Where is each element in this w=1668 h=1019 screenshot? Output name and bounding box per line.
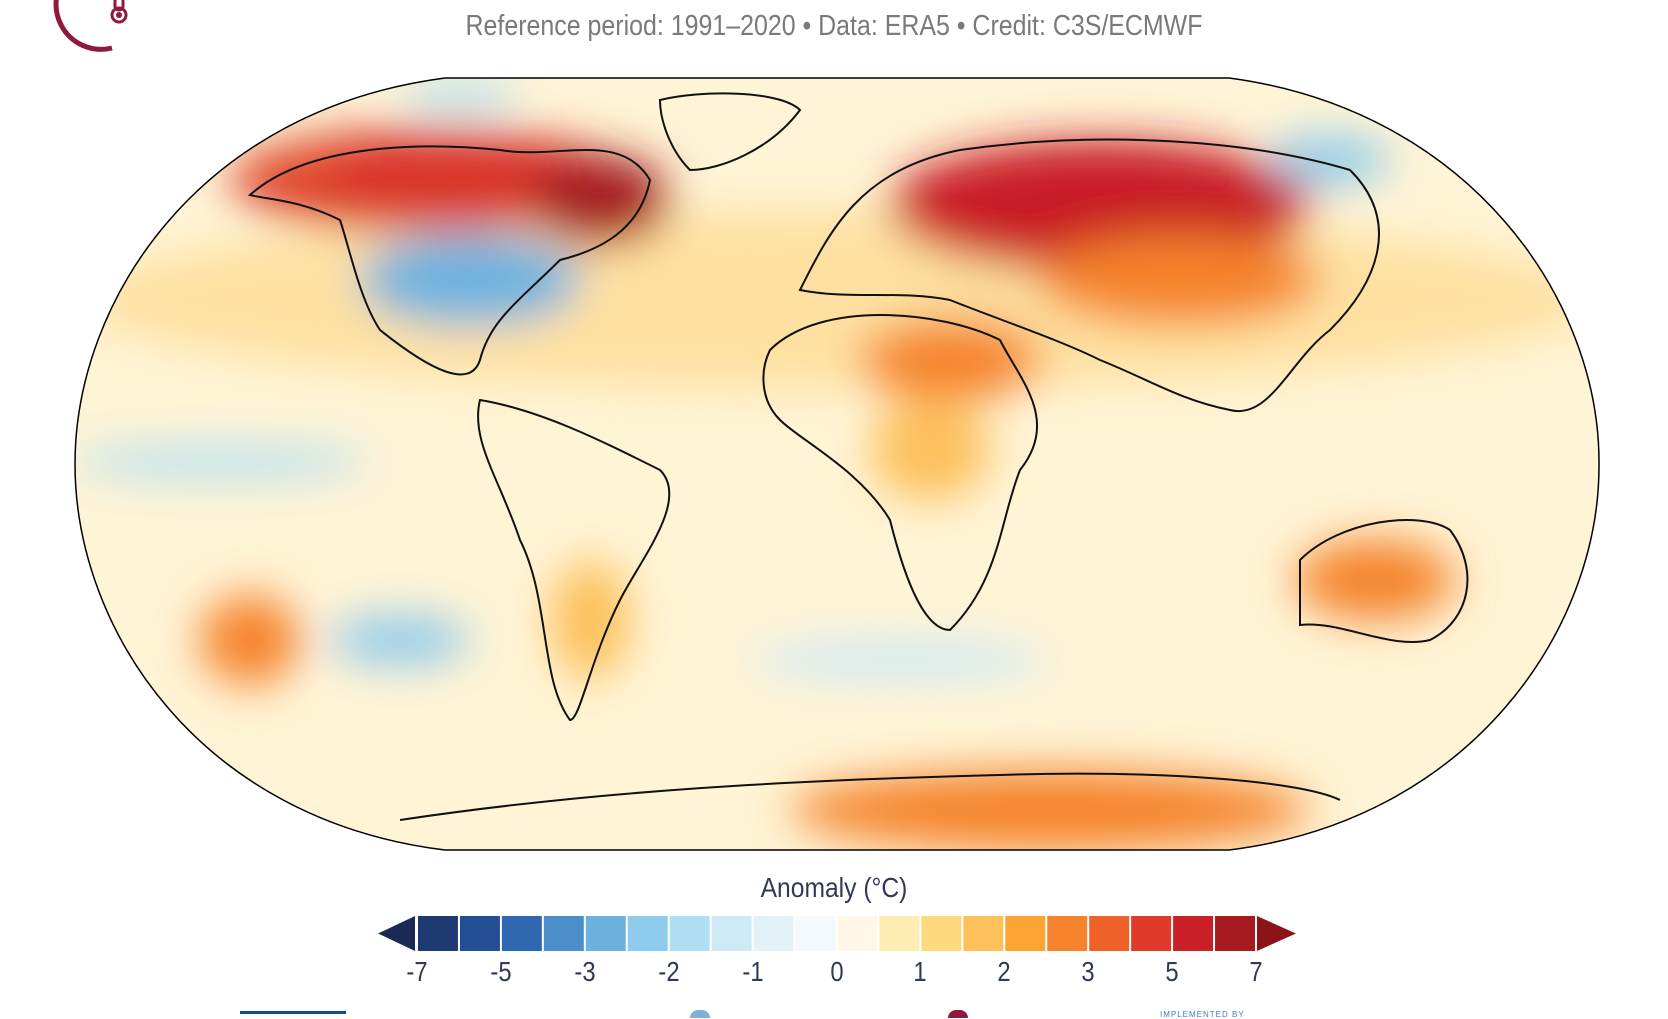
colorbar-tick-label: -2: [658, 956, 680, 987]
implemented-by-label: IMPLEMENTED BY: [1160, 1010, 1245, 1019]
region-east-siberia-cold: [1270, 135, 1390, 185]
colorbar-segment: [669, 916, 710, 951]
colorbar-tick-label: 1: [913, 956, 928, 987]
footer-logo-ecmwf: [690, 1010, 710, 1018]
region-equatorial-cold: [75, 446, 370, 478]
colorbar-segment: [418, 916, 458, 951]
colorbar-segment: [585, 916, 626, 951]
colorbar-segment: [837, 916, 878, 951]
anomaly-map: [74, 77, 1600, 851]
colorbar-segment: [501, 916, 542, 951]
colorbar-segment: [963, 916, 1004, 951]
region-africa: [870, 400, 990, 500]
region-south-pacific-warm: [200, 595, 300, 685]
colorbar-max-arrow: [1257, 916, 1296, 951]
footer-logo-copernicus: [240, 1011, 346, 1014]
colorbar-tick-label: 5: [1165, 956, 1179, 987]
region-central-asia: [1040, 235, 1320, 325]
colorbar-segment: [795, 916, 836, 951]
thermometer-logo-icon: [53, 0, 128, 52]
colorbar-segment: [921, 916, 962, 951]
colorbar-segment: [1131, 916, 1172, 951]
colorbar-tick-label: 7: [1249, 956, 1263, 987]
region-warm-band-north: [77, 210, 1597, 390]
colorbar-tick-label: -1: [742, 956, 764, 987]
colorbar-tick-label: 0: [829, 956, 844, 987]
colorbar-segment: [711, 916, 752, 951]
colorbar-segment: [1089, 916, 1130, 951]
colorbar-segment: [1215, 916, 1255, 951]
region-arctic-cold: [400, 80, 520, 110]
coastlines: [247, 92, 1469, 821]
region-south-america: [550, 560, 630, 680]
colorbar-segment: [543, 916, 584, 951]
colorbar-segment: [1173, 916, 1214, 951]
colorbar-tick-label: -5: [490, 956, 512, 987]
region-hudson: [530, 155, 670, 245]
colorbar-segment: [627, 916, 668, 951]
region-us-cold: [360, 235, 580, 325]
map-frame: [74, 77, 1600, 851]
region-antarctica: [790, 770, 1310, 850]
colorbar-segment: [753, 916, 794, 951]
colorbar-tick-label: 2: [997, 956, 1011, 987]
colorbar-segment: [1047, 916, 1088, 951]
colorbar-segment: [1005, 916, 1046, 951]
region-alaska: [250, 150, 350, 200]
region-southern-ocean-cold: [750, 640, 1050, 680]
colorbar-tick-label: -7: [406, 956, 428, 987]
colorbar-tick-label: 3: [1081, 956, 1095, 987]
colorbar-segment: [459, 916, 500, 951]
region-sahara: [860, 320, 1040, 400]
colorbar-tick-label: -3: [574, 956, 596, 987]
footer-logo-c3s: [948, 1010, 968, 1018]
colorbar-title: Anomaly (°C): [760, 872, 908, 903]
region-australia: [1295, 540, 1455, 620]
colorbar-min-arrow: [378, 916, 415, 951]
region-pacific-cold: [330, 615, 470, 665]
subtitle: Reference period: 1991–2020 • Data: ERA5…: [465, 10, 1203, 42]
colorbar-segment: [879, 916, 920, 951]
